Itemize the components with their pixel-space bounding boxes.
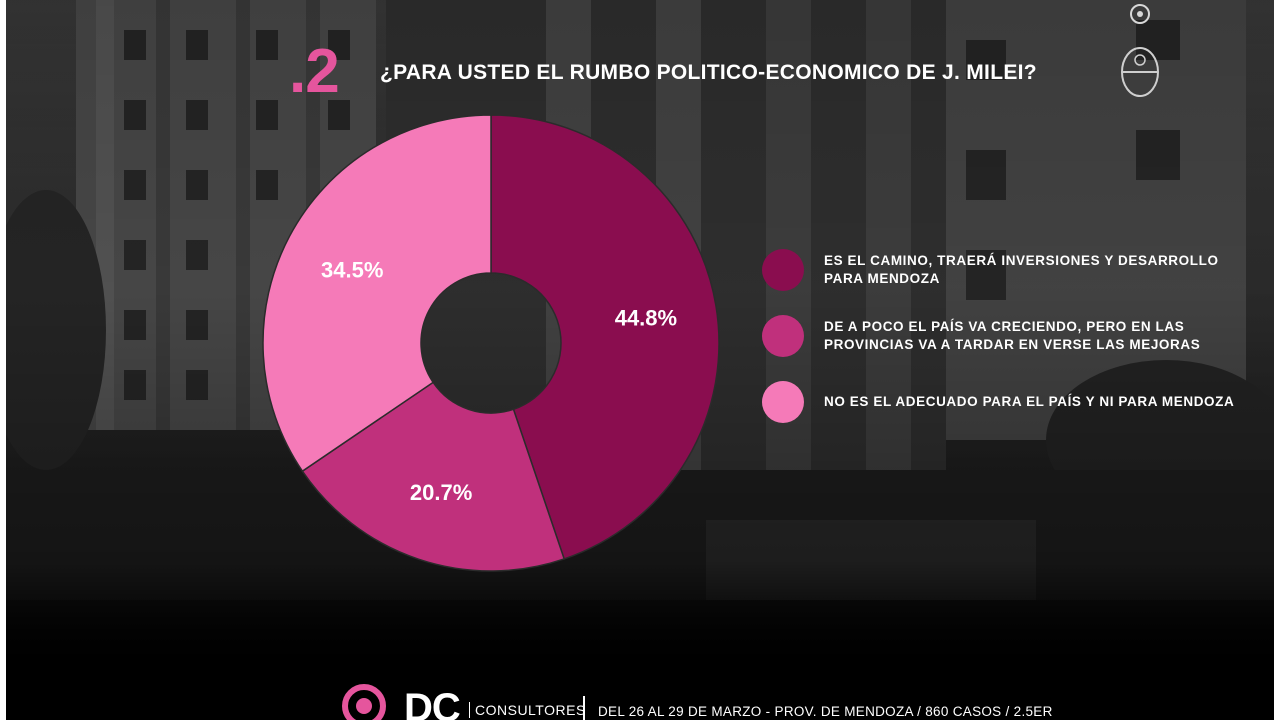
legend-item: DE A POCO EL PAÍS VA CRECIENDO, PERO EN … (762, 314, 1262, 358)
legend-item: NO ES EL ADECUADO PARA EL PAÍS Y NI PARA… (762, 380, 1262, 424)
legend-label-3: NO ES EL ADECUADO PARA EL PAÍS Y NI PARA… (824, 394, 1235, 409)
donut-chart: 44.8% 20.7% 34.5% (262, 115, 720, 572)
question-number: .2 (289, 37, 340, 106)
brand-name: DC (404, 686, 461, 720)
slide: .2 ¿PARA USTED EL RUMBO POLITICO-ECONOMI… (6, 0, 1274, 720)
legend-label-2: DE A POCO EL PAÍS VA CRECIENDO, PERO EN … (824, 319, 1201, 352)
coat-of-arms-icon (1121, 47, 1159, 97)
target-icon (1130, 4, 1150, 24)
donut-slice-2 (301, 381, 566, 572)
institutional-emblems (1121, 4, 1159, 97)
donut-slice-3 (262, 115, 492, 473)
slice-label-2: 20.7% (410, 480, 472, 505)
legend-swatch-1 (762, 249, 804, 291)
footer: DC CONSULTORES DEL 26 AL 29 DE MARZO - P… (6, 676, 1274, 720)
legend-swatch-2 (762, 315, 804, 357)
footer-divider (583, 696, 585, 720)
legend-label-1: ES EL CAMINO, TRAERÁ INVERSIONES Y DESAR… (824, 253, 1219, 286)
dc-logo-icon (342, 684, 386, 720)
survey-info: DEL 26 AL 29 DE MARZO - PROV. DE MENDOZA… (598, 704, 1053, 719)
legend-swatch-3 (762, 381, 804, 423)
chart-legend: ES EL CAMINO, TRAERÁ INVERSIONES Y DESAR… (762, 248, 1262, 446)
legend-item: ES EL CAMINO, TRAERÁ INVERSIONES Y DESAR… (762, 248, 1262, 292)
slice-label-3: 34.5% (321, 258, 383, 283)
slice-label-1: 44.8% (615, 305, 677, 330)
brand-suffix: CONSULTORES (469, 702, 586, 718)
donut-slice-1 (490, 115, 720, 560)
question-title: ¿PARA USTED EL RUMBO POLITICO-ECONOMICO … (380, 61, 1037, 84)
